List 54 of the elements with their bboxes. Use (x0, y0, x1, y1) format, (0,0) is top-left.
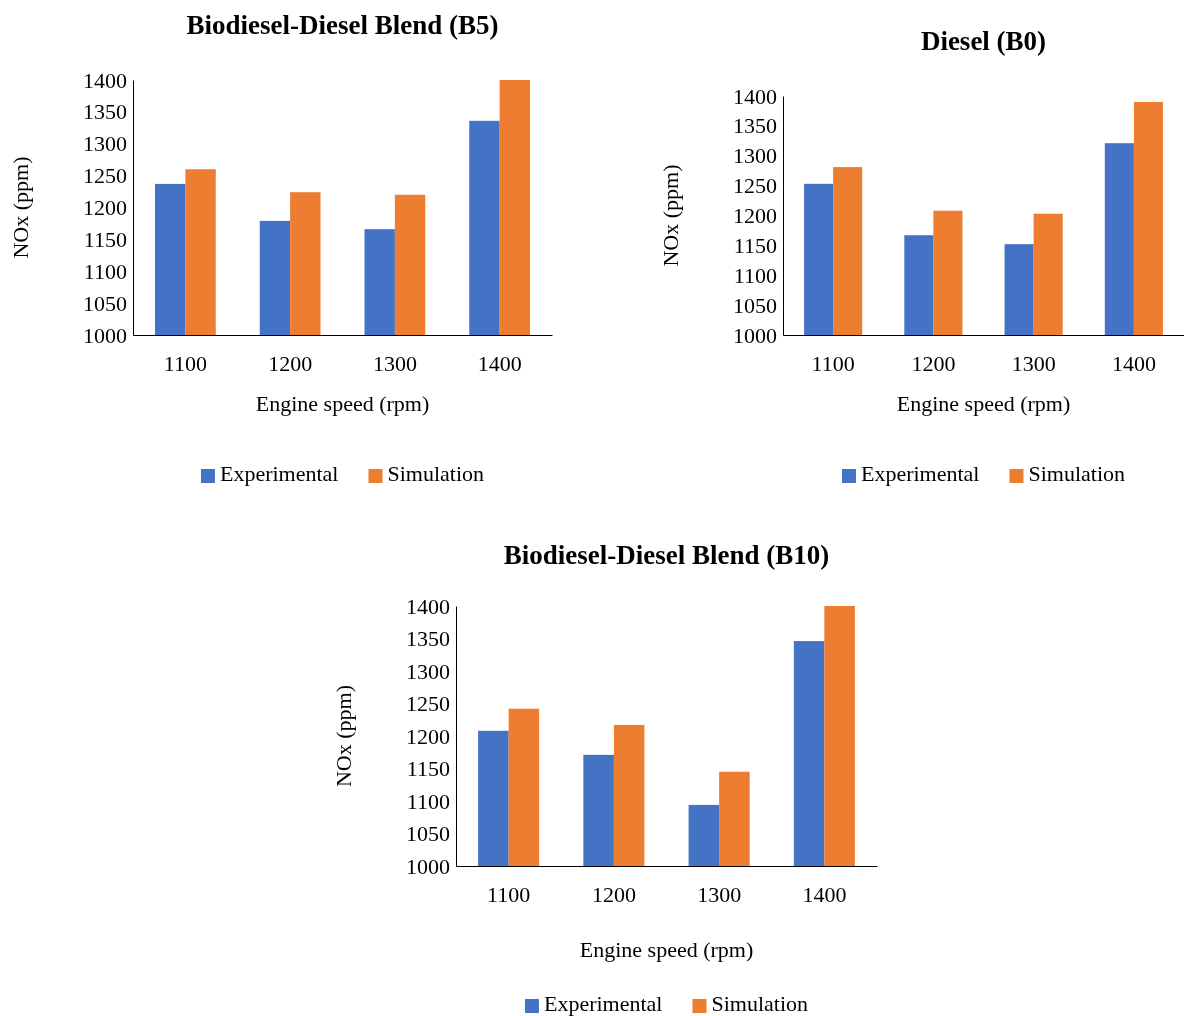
y-tick-label: 1200 (406, 723, 450, 749)
x-tick-label: 1200 (911, 350, 956, 376)
y-tick-label: 1000 (83, 322, 127, 348)
x-tick-label: 1200 (268, 350, 313, 376)
y-tick-label: 1100 (733, 262, 777, 288)
y-axis-title: NOx (ppm) (658, 164, 684, 267)
legend-label: Simulation (387, 461, 485, 487)
y-tick-label: 1350 (406, 626, 450, 652)
legend-label: Experimental (543, 991, 663, 1016)
y-tick-label: 1300 (733, 143, 777, 169)
y-tick-label: 1050 (83, 290, 127, 316)
y-tick-label: 1000 (733, 322, 777, 348)
y-tick-label: 1400 (83, 67, 127, 93)
y-tick-label: 1400 (406, 593, 450, 619)
y-tick-label: 1150 (83, 226, 127, 252)
y-tick-label: 1400 (733, 83, 777, 109)
y-axis-title: NOx (ppm) (331, 684, 357, 788)
y-tick-label: 1350 (733, 113, 777, 139)
y-tick-label: 1050 (406, 821, 450, 847)
y-tick-label: 1150 (406, 756, 450, 782)
y-tick-label: 1200 (733, 203, 777, 229)
y-tick-label: 1150 (733, 232, 777, 258)
y-tick-label: 1300 (406, 658, 450, 684)
legend-label: Simulation (1028, 461, 1126, 487)
x-tick-label: 1100 (163, 350, 207, 376)
y-tick-label: 1200 (83, 195, 127, 221)
x-tick-label: 1300 (697, 881, 742, 907)
x-tick-label: 1200 (591, 881, 636, 907)
y-tick-label: 1250 (406, 691, 450, 717)
x-tick-label: 1300 (372, 350, 417, 376)
chart-title: Biodiesel-Diesel Blend (B5) (186, 10, 499, 41)
y-tick-label: 1000 (406, 853, 450, 879)
y-tick-label: 1100 (83, 258, 127, 284)
y-axis-title: NOx (ppm) (8, 156, 34, 259)
x-tick-label: 1400 (802, 881, 847, 907)
x-axis-title: Engine speed (rpm) (579, 937, 754, 963)
y-tick-label: 1100 (406, 788, 450, 814)
y-tick-label: 1050 (733, 292, 777, 318)
y-tick-label: 1350 (83, 99, 127, 125)
chart-title: Diesel (B0) (920, 26, 1047, 57)
legend-label: Simulation (711, 991, 809, 1016)
x-tick-label: 1100 (487, 881, 531, 907)
y-tick-label: 1300 (83, 131, 127, 157)
chart-title: Biodiesel-Diesel Blend (B10) (503, 540, 830, 571)
x-axis-title: Engine speed (rpm) (255, 391, 430, 417)
x-tick-label: 1100 (811, 350, 855, 376)
y-tick-label: 1250 (733, 173, 777, 199)
x-axis-title: Engine speed (rpm) (896, 391, 1071, 417)
x-tick-label: 1400 (1111, 350, 1156, 376)
x-tick-label: 1400 (477, 350, 522, 376)
x-tick-label: 1300 (1011, 350, 1056, 376)
legend-label: Experimental (860, 461, 980, 487)
y-tick-label: 1250 (83, 163, 127, 189)
legend-label: Experimental (219, 461, 339, 487)
